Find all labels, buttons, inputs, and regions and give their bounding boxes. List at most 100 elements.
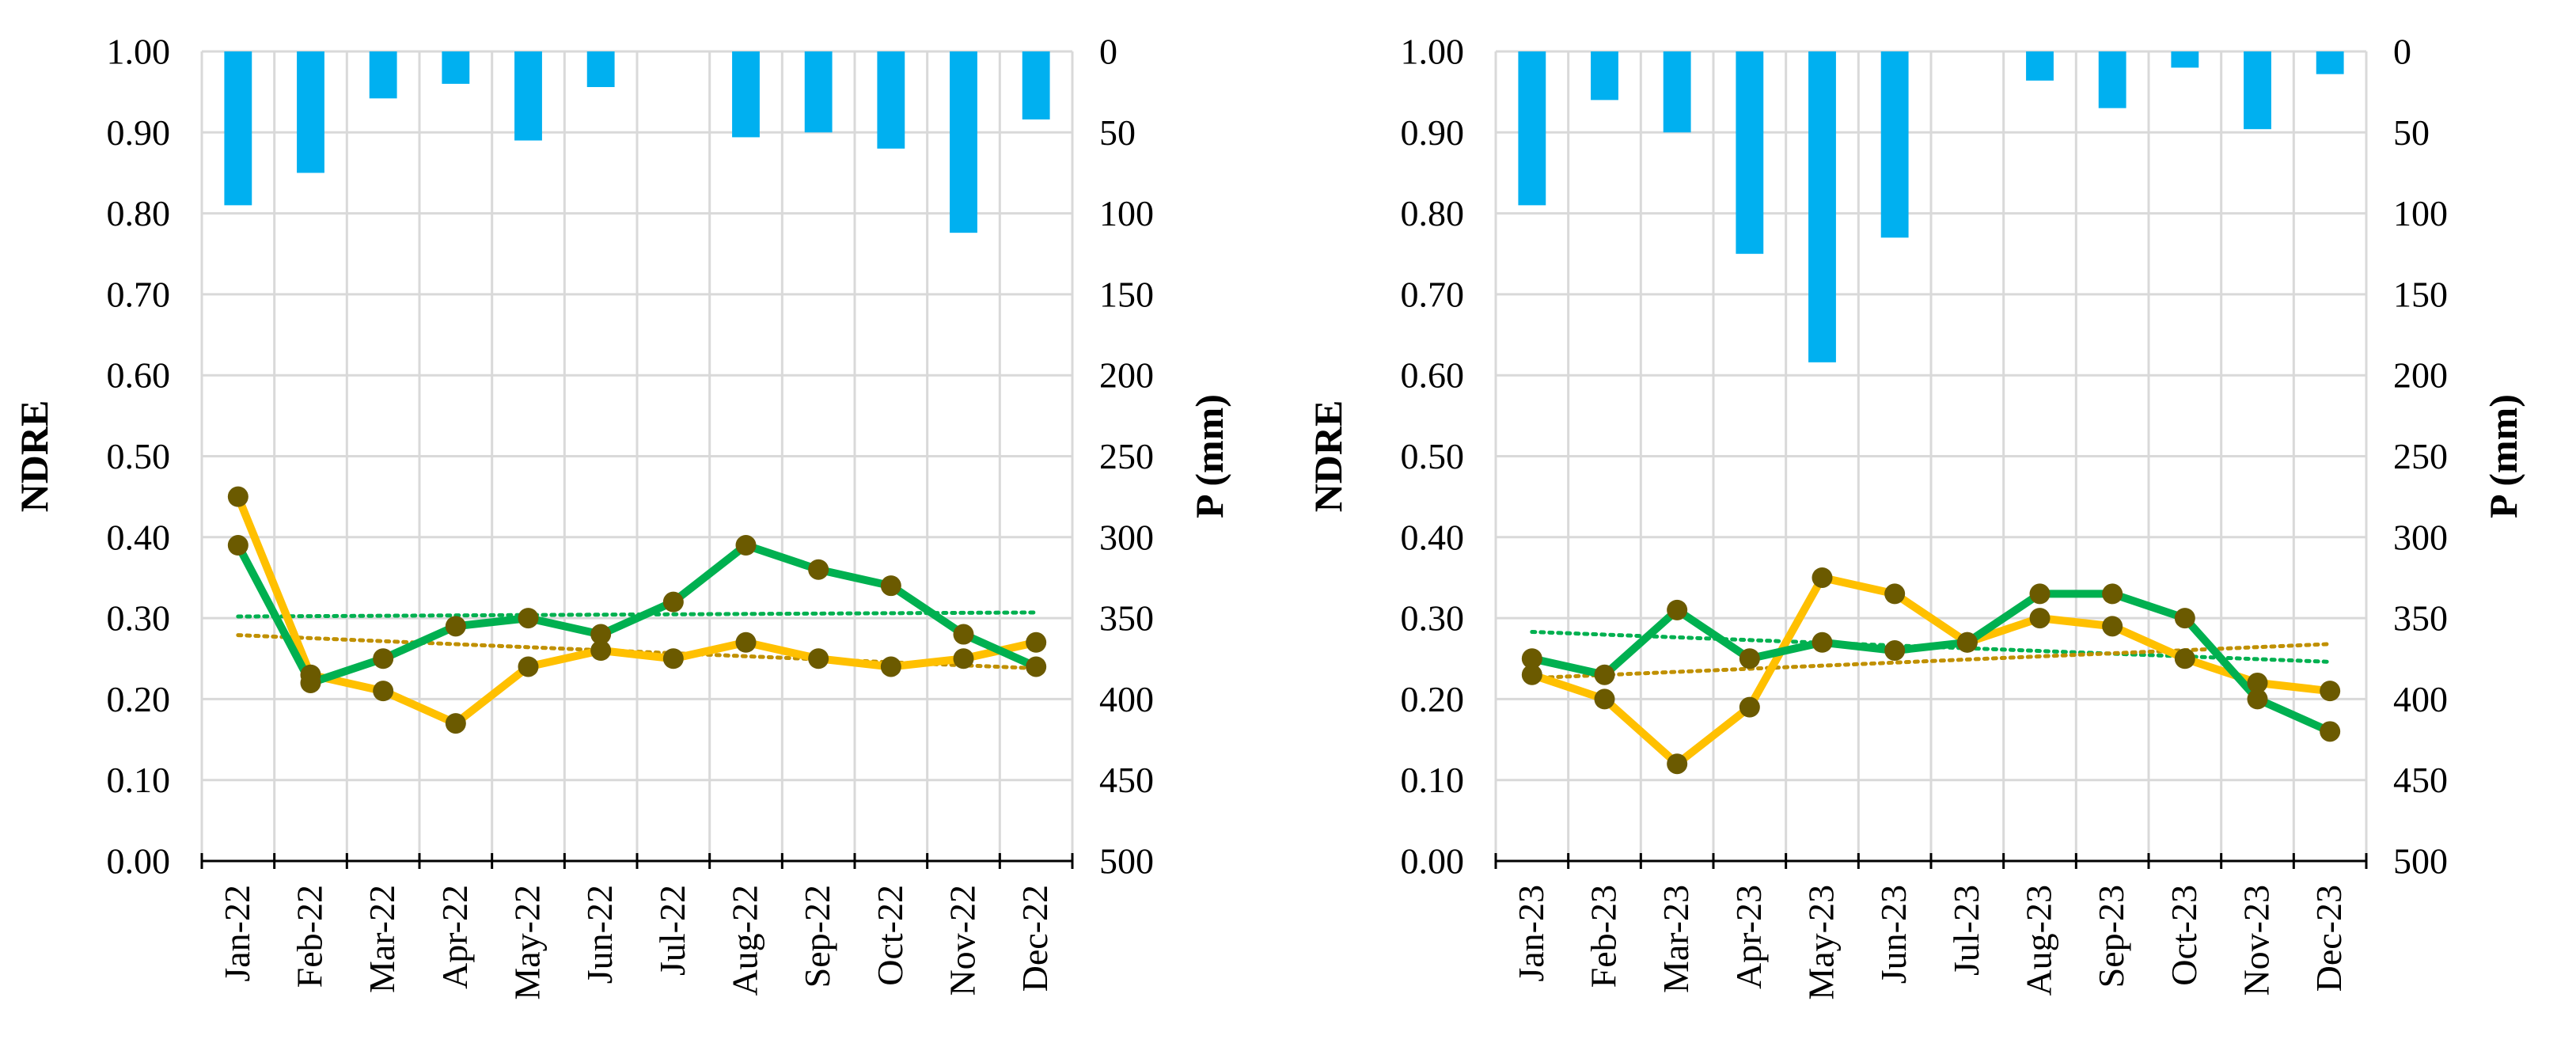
- ndre-data-point: [2247, 672, 2268, 693]
- precip-bar: [2244, 51, 2271, 130]
- precip-bar: [804, 51, 833, 133]
- ndre-data-point: [2320, 721, 2341, 742]
- ndre-data-point: [227, 486, 248, 507]
- ndre-series-line: [233, 541, 1041, 687]
- precip-bar: [2026, 51, 2054, 81]
- ndre-data-point: [2102, 616, 2123, 637]
- x-tick-label: Apr-23: [1728, 885, 1769, 989]
- ndre-data-point: [227, 535, 248, 556]
- ndre-data-point: [735, 632, 757, 653]
- precip-bar: [369, 51, 397, 99]
- y-tick-label-right: 100: [1099, 193, 1154, 233]
- y-tick-label-right: 50: [1099, 112, 1136, 153]
- ndre-data-point: [2320, 681, 2341, 702]
- y-tick-label-left: 0.10: [107, 760, 171, 800]
- ndre-data-point: [1026, 656, 1047, 677]
- y-tick-label-right: 50: [2393, 112, 2430, 153]
- x-tick-label: Feb-22: [290, 885, 330, 988]
- ndre-data-point: [808, 648, 829, 669]
- y-tick-label-right: 0: [1099, 32, 1117, 72]
- precip-bar: [224, 51, 252, 206]
- precip-bar: [1808, 51, 1836, 362]
- x-tick-label: Nov-22: [943, 885, 983, 996]
- y-tick-label-right: 150: [2393, 274, 2448, 314]
- x-tick-label: Mar-23: [1656, 885, 1696, 993]
- ndre-data-point: [880, 575, 901, 597]
- y-tick-label-right: 100: [2393, 193, 2448, 233]
- ndre-data-point: [662, 648, 684, 669]
- ndre-data-point: [1667, 599, 1688, 620]
- y-tick-label-left: 0.70: [107, 274, 171, 314]
- y-tick-label-right: 400: [1099, 679, 1154, 719]
- y-tick-label-left: 0.20: [1401, 679, 1465, 719]
- ndre-data-point: [373, 681, 394, 702]
- ndre-data-point: [373, 648, 394, 669]
- ndre-data-point: [1812, 632, 1833, 653]
- x-tick-label: May-23: [1801, 885, 1842, 1000]
- y-axis-title-left: NDRE: [12, 400, 56, 513]
- ndre-data-point: [1026, 632, 1047, 653]
- ndre-data-point: [953, 648, 974, 669]
- precip-bar: [1663, 51, 1691, 133]
- precip-bar: [1022, 51, 1050, 119]
- y-tick-label-left: 0.60: [107, 355, 171, 396]
- y-tick-label-right: 450: [1099, 760, 1154, 800]
- ndre-data-point: [1812, 567, 1833, 588]
- ndre-data-point: [590, 624, 612, 645]
- ndre-data-point: [953, 624, 974, 645]
- x-tick-label: Aug-22: [725, 885, 765, 996]
- ndre-data-point: [1739, 696, 1760, 718]
- ndre-data-point: [1884, 583, 1906, 605]
- y-tick-label-left: 0.10: [1401, 760, 1465, 800]
- ndre-data-point: [1521, 664, 1542, 685]
- y-tick-label-left: 0.00: [107, 841, 171, 882]
- ndre-data-point: [518, 656, 539, 677]
- precip-bar: [2098, 51, 2126, 108]
- ndre-data-point: [1739, 648, 1760, 669]
- y-tick-label-left: 0.50: [1401, 436, 1465, 476]
- ndre-data-point: [2029, 608, 2051, 629]
- y-tick-label-left: 0.70: [1401, 274, 1465, 314]
- ndre-data-point: [1594, 664, 1615, 685]
- ndre-data-point: [662, 591, 684, 613]
- ndre-series-line: [1527, 574, 2335, 768]
- precip-bar: [1736, 51, 1764, 254]
- ndre-data-point: [735, 535, 757, 556]
- ndre-data-point: [1521, 648, 1542, 669]
- ndre-data-point: [2174, 608, 2195, 629]
- y-tick-label-left: 0.50: [107, 436, 171, 476]
- x-tick-label: Oct-23: [2164, 885, 2204, 986]
- trendline: [1530, 642, 2332, 681]
- y-tick-label-left: 0.90: [1401, 112, 1465, 153]
- y-axis-title-left: NDRE: [1306, 400, 1350, 513]
- x-tick-label: Sep-23: [2091, 885, 2131, 988]
- y-tick-label-left: 0.00: [1401, 841, 1465, 882]
- x-tick-label: Jun-23: [1873, 885, 1914, 984]
- ndre-data-point: [1667, 753, 1688, 775]
- x-tick-label: Jan-22: [217, 885, 257, 982]
- x-tick-label: Aug-23: [2019, 885, 2059, 996]
- ndre-series-line: [1527, 590, 2335, 736]
- y-tick-label-right: 250: [2393, 436, 2448, 476]
- ndre-data-point: [300, 672, 321, 693]
- x-tick-label: Nov-23: [2236, 885, 2277, 996]
- y-tick-label-right: 150: [1099, 274, 1154, 314]
- y-tick-label-right: 350: [2393, 598, 2448, 639]
- precip-bar: [950, 51, 977, 233]
- y-tick-label-left: 0.60: [1401, 355, 1465, 396]
- x-tick-label: Jan-23: [1511, 885, 1551, 982]
- y-tick-label-right: 500: [1099, 841, 1154, 882]
- ndre-data-point: [1884, 640, 1906, 662]
- y-tick-label-right: 400: [2393, 679, 2448, 719]
- y-tick-label-left: 0.80: [107, 193, 171, 233]
- ndre-data-point: [1594, 688, 1615, 710]
- y-tick-label-left: 0.30: [1401, 598, 1465, 639]
- x-tick-label: Jul-23: [1946, 885, 1986, 976]
- y-tick-label-left: 0.40: [1401, 517, 1465, 557]
- ndre-data-point: [590, 640, 612, 662]
- y-tick-label-right: 300: [2393, 517, 2448, 557]
- y-tick-label-left: 0.80: [1401, 193, 1465, 233]
- ndre-series-line: [233, 492, 1041, 728]
- ndre-data-point: [518, 608, 539, 629]
